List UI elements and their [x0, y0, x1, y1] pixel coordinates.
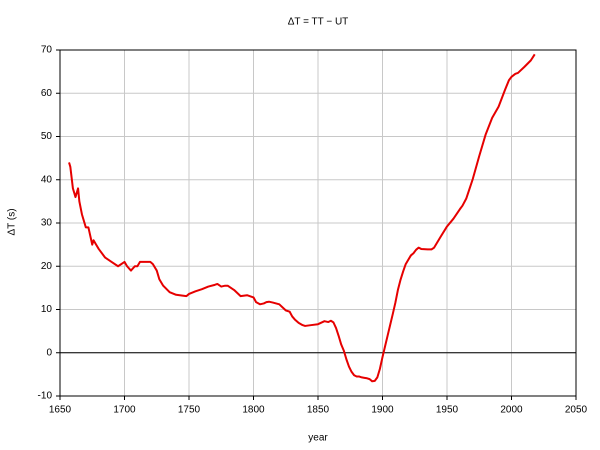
x-tick-label: 1850: [307, 405, 330, 416]
x-axis-label: year: [308, 433, 328, 444]
x-tick-label: 1700: [113, 405, 136, 416]
chart-title: ΔT = TT − UT: [288, 17, 349, 28]
y-tick-label: 20: [41, 261, 53, 272]
x-tick-label: 1900: [371, 405, 394, 416]
y-tick-label: 0: [46, 347, 52, 358]
y-tick-label: 10: [41, 304, 53, 315]
y-tick-label: 40: [41, 174, 53, 185]
data-line: [68, 53, 536, 383]
x-tick-label: 2000: [500, 405, 523, 416]
y-tick-label: 50: [41, 131, 53, 142]
plot-frame: [59, 49, 577, 397]
x-tick-label: 1800: [242, 405, 265, 416]
y-tick-label: 70: [41, 45, 53, 56]
x-tick-label: 2050: [565, 405, 588, 416]
x-tick-label: 1650: [49, 405, 72, 416]
y-axis-label: ΔT (s): [7, 208, 18, 235]
y-tick-label: 30: [41, 218, 53, 229]
y-tick-label: 60: [41, 88, 53, 99]
x-tick-label: 1950: [436, 405, 459, 416]
x-tick-label: 1750: [178, 405, 201, 416]
y-tick-label: -10: [38, 391, 53, 402]
